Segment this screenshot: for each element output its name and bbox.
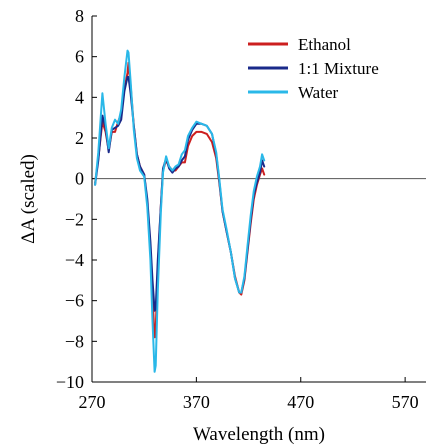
x-tick-label: 570 <box>392 392 419 412</box>
y-axis-title: ΔA (scaled) <box>18 154 39 244</box>
y-tick-label: −2 <box>65 209 84 229</box>
y-tick-label: 8 <box>75 6 84 26</box>
series-layer <box>94 49 266 373</box>
x-axis-title: Wavelength (nm) <box>193 424 325 445</box>
y-tick-label: 0 <box>75 169 84 189</box>
series-line-ethanol <box>94 61 266 339</box>
y-tick-label: −10 <box>56 372 84 392</box>
legend: Ethanol 1:1 Mixture Water <box>248 35 379 102</box>
y-tick-label: −8 <box>65 331 84 351</box>
legend-label-ethanol: Ethanol <box>298 35 351 54</box>
series-line-water <box>94 49 266 373</box>
y-tick-label: 6 <box>75 47 84 67</box>
legend-label-water: Water <box>298 83 338 102</box>
legend-label-1-1-mixture: 1:1 Mixture <box>298 59 379 78</box>
x-tick-label: 270 <box>79 392 106 412</box>
y-tick-label: 4 <box>75 87 84 107</box>
y-tick-label: −6 <box>65 291 84 311</box>
y-tick-label: −4 <box>65 250 84 270</box>
x-tick-label: 370 <box>183 392 210 412</box>
x-tick-label: 470 <box>287 392 314 412</box>
y-tick-label: 2 <box>75 128 84 148</box>
